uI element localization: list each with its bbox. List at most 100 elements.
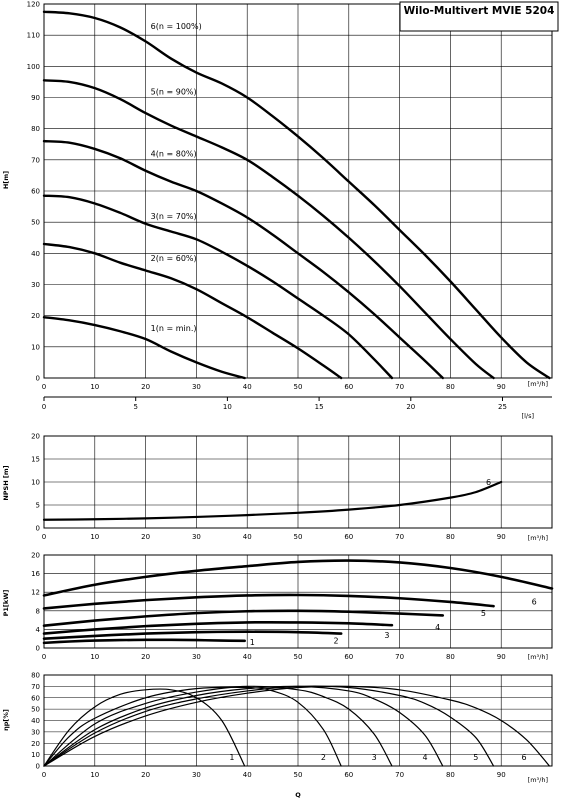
- efficiency-x-tick-label: 0: [42, 771, 46, 779]
- head-y-tick-label: 60: [31, 188, 40, 196]
- head-x-tick-label: 20: [141, 383, 150, 391]
- head-y-tick-label: 100: [27, 63, 40, 71]
- power-curve-4: [42, 609, 445, 627]
- power-curve-label-2: 2: [334, 637, 339, 646]
- head-y-tick-label: 10: [31, 343, 40, 351]
- efficiency-curve-label-1: 1: [229, 753, 234, 762]
- head-curve-label-1: 1(n = min.): [151, 324, 197, 333]
- power-curve-label-5: 5: [481, 609, 486, 618]
- npsh-x-tick-label: 70: [395, 533, 404, 541]
- head-y-tick-label: 50: [31, 219, 40, 227]
- head-curve-6: [42, 10, 551, 380]
- efficiency-y-tick-label: 0: [36, 763, 40, 771]
- efficiency-curve-label-5: 5: [473, 753, 478, 762]
- power-x-tick-label: 40: [243, 653, 252, 661]
- npsh-x-tick-label: 30: [192, 533, 201, 541]
- head-y-tick-label: 70: [31, 156, 40, 164]
- ls-tick-label: 0: [42, 403, 46, 411]
- power-curve-label-3: 3: [384, 631, 389, 640]
- efficiency-x-tick-label: 70: [395, 771, 404, 779]
- power-y-tick-label: 16: [31, 570, 40, 578]
- npsh-x-tick-label: 10: [90, 533, 99, 541]
- head-curve-5: [42, 79, 495, 380]
- efficiency-y-axis-label: ηp[%]: [2, 709, 10, 731]
- head-curve-label-3: 3(n = 70%): [151, 212, 197, 221]
- ls-x-unit: [l/s]: [522, 412, 534, 420]
- power-y-tick-label: 12: [31, 589, 40, 597]
- efficiency-y-tick-label: 30: [31, 728, 40, 736]
- head-curve-label-2: 2(n = 60%): [151, 254, 197, 263]
- power-x-unit: [m³/h]: [528, 653, 548, 661]
- power-curve-label-4: 4: [435, 623, 440, 632]
- head-y-tick-label: 80: [31, 125, 40, 133]
- curves: [42, 10, 554, 767]
- npsh-x-unit: [m³/h]: [528, 534, 548, 542]
- power-y-tick-label: 0: [36, 645, 40, 653]
- efficiency-curve-4: [43, 685, 444, 767]
- head-y-tick-label: 120: [27, 1, 40, 9]
- head-y-tick-label: 90: [31, 94, 40, 102]
- ls-tick-label: 25: [498, 403, 507, 411]
- power-curve-5: [42, 593, 495, 610]
- power-x-tick-label: 0: [42, 653, 46, 661]
- efficiency-x-tick-label: 40: [243, 771, 252, 779]
- npsh-curve-1: [42, 480, 503, 521]
- efficiency-y-tick-label: 50: [31, 706, 40, 714]
- efficiency-x-tick-label: 10: [90, 771, 99, 779]
- efficiency-curve-label-2: 2: [321, 753, 326, 762]
- head-x-tick-label: 90: [497, 383, 506, 391]
- head-x-tick-label: 40: [243, 383, 252, 391]
- head-y-tick-label: 40: [31, 250, 40, 258]
- efficiency-curve-label-4: 4: [422, 753, 427, 762]
- efficiency-x-tick-label: 30: [192, 771, 201, 779]
- npsh-curve-label-1: 6: [486, 478, 491, 487]
- efficiency-x-tick-label: 60: [344, 771, 353, 779]
- head-curve-label-5: 5(n = 90%): [151, 87, 197, 96]
- power-curve-label-6: 6: [532, 598, 537, 607]
- npsh-y-tick-label: 5: [36, 502, 40, 510]
- power-curve-2: [42, 630, 343, 640]
- efficiency-curve-2: [43, 686, 342, 767]
- efficiency-y-tick-label: 20: [31, 740, 40, 748]
- q-axis-label: Q: [295, 791, 301, 799]
- npsh-x-tick-label: 0: [42, 533, 46, 541]
- head-x-tick-label: 60: [344, 383, 353, 391]
- head-curve-label-4: 4(n = 80%): [151, 150, 197, 159]
- efficiency-x-tick-label: 80: [446, 771, 455, 779]
- npsh-y-tick-label: 10: [31, 479, 40, 487]
- npsh-x-tick-label: 90: [497, 533, 506, 541]
- efficiency-y-tick-label: 70: [31, 683, 40, 691]
- grid-lines: [44, 4, 552, 766]
- npsh-y-tick-label: 20: [31, 433, 40, 441]
- power-x-tick-label: 10: [90, 653, 99, 661]
- power-y-tick-label: 8: [36, 607, 40, 615]
- ls-tick-label: 10: [223, 403, 232, 411]
- npsh-y-axis-label: NPSH [m]: [2, 465, 10, 500]
- power-x-tick-label: 30: [192, 653, 201, 661]
- power-x-tick-label: 50: [294, 653, 303, 661]
- head-x-tick-label: 80: [446, 383, 455, 391]
- labels: 0 10 20 30 40 50 60 70 80 90010203040506070809010…: [2, 1, 537, 780]
- title-box: [399, 1, 559, 32]
- power-y-tick-label: 20: [31, 552, 40, 560]
- eff-x-unit: [m³/h]: [528, 776, 548, 784]
- power-x-tick-label: 20: [141, 653, 150, 661]
- head-curve-4: [42, 139, 444, 380]
- power-curve-label-1: 1: [250, 638, 255, 647]
- efficiency-curve-label-6: 6: [522, 753, 527, 762]
- head-x-tick-label: 70: [395, 383, 404, 391]
- power-x-tick-label: 70: [395, 653, 404, 661]
- ls-tick-label: 20: [406, 403, 415, 411]
- npsh-x-tick-label: 50: [294, 533, 303, 541]
- efficiency-y-tick-label: 40: [31, 717, 40, 725]
- head-x-tick-label: 10: [90, 383, 99, 391]
- npsh-x-tick-label: 80: [446, 533, 455, 541]
- npsh-x-tick-label: 40: [243, 533, 252, 541]
- efficiency-curve-1: [43, 688, 246, 767]
- efficiency-y-tick-label: 80: [31, 672, 40, 680]
- npsh-x-tick-label: 60: [344, 533, 353, 541]
- head-curve-label-6: 6(n = 100%): [151, 22, 202, 31]
- head-x-unit: [m³/h]: [528, 380, 548, 388]
- head-y-tick-label: 0: [36, 375, 40, 383]
